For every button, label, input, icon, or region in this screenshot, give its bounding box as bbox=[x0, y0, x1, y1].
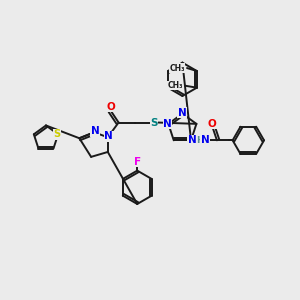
Text: N: N bbox=[91, 126, 99, 136]
Text: N: N bbox=[188, 135, 196, 145]
Text: O: O bbox=[106, 102, 115, 112]
Text: N: N bbox=[178, 108, 187, 118]
Text: CH₃: CH₃ bbox=[168, 81, 183, 90]
Text: S: S bbox=[54, 129, 61, 139]
Text: N: N bbox=[104, 131, 113, 141]
Text: O: O bbox=[208, 118, 216, 129]
Text: H: H bbox=[196, 136, 204, 145]
Text: CH₃: CH₃ bbox=[169, 64, 185, 73]
Text: S: S bbox=[150, 118, 158, 128]
Text: N: N bbox=[201, 135, 209, 145]
Text: N: N bbox=[163, 119, 172, 129]
Text: F: F bbox=[134, 157, 141, 167]
